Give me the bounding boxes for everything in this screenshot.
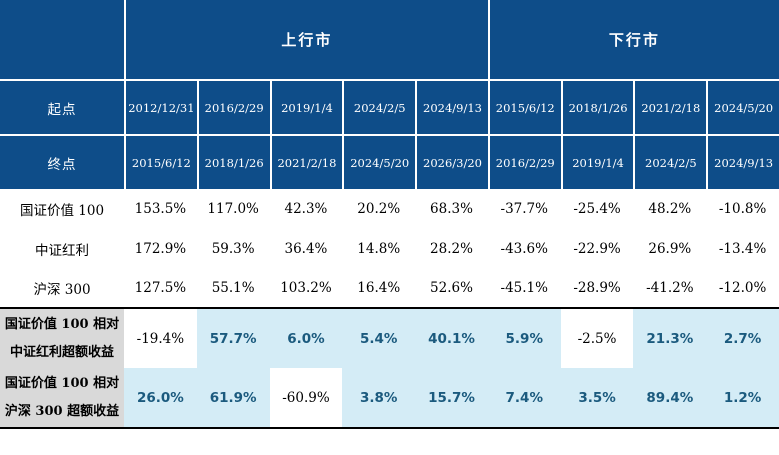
section-divider-bottom bbox=[0, 427, 779, 429]
excess-label-line1: 国证价值 100 相对 bbox=[4, 376, 120, 392]
index-value-cell: 153.5% bbox=[134, 201, 187, 217]
start-row-label: 起点 bbox=[0, 81, 124, 134]
index-value-cell: 28.2% bbox=[430, 241, 473, 257]
end-row-label: 终点 bbox=[0, 136, 124, 189]
index-value-cell: -10.8% bbox=[718, 201, 767, 217]
excess-value-cell: 2.7% bbox=[706, 309, 779, 368]
excess-label-line1: 国证价值 100 相对 bbox=[4, 317, 120, 333]
index-value-cell: -41.2% bbox=[646, 280, 694, 296]
excess-label-line2: 沪深 300 超额收益 bbox=[4, 403, 120, 419]
index-value-cell: 127.5% bbox=[134, 280, 187, 296]
index-value-cell: 52.6% bbox=[430, 280, 473, 296]
end-date-cell: 2021/2/18 bbox=[271, 136, 343, 189]
end-date-cell: 2026/3/20 bbox=[417, 136, 488, 189]
index-value-cell: 172.9% bbox=[134, 241, 187, 257]
start-date-cell: 2021/2/18 bbox=[635, 81, 707, 134]
index-value-cell: 55.1% bbox=[211, 280, 255, 296]
excess-value-cell: -60.9% bbox=[269, 368, 343, 427]
index-value-cell: 48.2% bbox=[648, 201, 692, 217]
excess-value-cell: 7.4% bbox=[487, 368, 561, 427]
index-label-cell: 中证红利 bbox=[35, 243, 89, 259]
excess-value-cell: 26.0% bbox=[124, 368, 197, 427]
index-value-cell: 14.8% bbox=[357, 241, 401, 257]
end-date-cell: 2024/5/20 bbox=[344, 136, 416, 189]
excess-value-cell: -2.5% bbox=[560, 309, 634, 368]
index-value-cell: 103.2% bbox=[280, 280, 332, 296]
index-label-cell: 沪深 300 bbox=[33, 282, 91, 298]
index-returns-section: 国证价值 100 153.5% 117.0% 42.3% 20.2% 68.3%… bbox=[0, 189, 779, 307]
excess-label-cell: 国证价值 100 相对 沪深 300 超额收益 bbox=[0, 368, 124, 427]
table-header-section: 上行市 下行市 起点 2012/12/31 2016/2/29 2019/1/4… bbox=[0, 0, 779, 189]
index-value-cell: 36.4% bbox=[284, 241, 328, 257]
index-value-cell: 117.0% bbox=[207, 201, 259, 217]
excess-value-cell: 3.8% bbox=[342, 368, 416, 427]
excess-label-cell: 国证价值 100 相对 中证红利超额收益 bbox=[0, 309, 124, 368]
excess-value-cell: 3.5% bbox=[560, 368, 634, 427]
index-value-cell: -37.7% bbox=[500, 201, 548, 217]
index-value-cell: -43.6% bbox=[500, 241, 548, 257]
index-value-cell: -45.1% bbox=[500, 280, 548, 296]
index-value-cell: -12.0% bbox=[718, 280, 767, 296]
excess-value-cell: 40.1% bbox=[415, 309, 488, 368]
excess-value-cell: 5.4% bbox=[342, 309, 416, 368]
index-value-cell: -28.9% bbox=[573, 280, 621, 296]
excess-value-cell: 57.7% bbox=[196, 309, 270, 368]
bottom-whitespace bbox=[0, 429, 779, 453]
excess-returns-section: 国证价值 100 相对 中证红利超额收益 -19.4% 57.7% 6.0% 5… bbox=[0, 309, 779, 427]
start-date-cell: 2024/9/13 bbox=[417, 81, 488, 134]
down-market-group-header: 下行市 bbox=[489, 0, 779, 79]
index-value-cell: 16.4% bbox=[357, 280, 401, 296]
end-date-cell: 2024/9/13 bbox=[708, 136, 779, 189]
index-value-cell: -25.4% bbox=[573, 201, 621, 217]
start-date-cell: 2024/5/20 bbox=[708, 81, 779, 134]
start-date-cell: 2019/1/4 bbox=[271, 81, 343, 134]
excess-value-cell: 1.2% bbox=[706, 368, 779, 427]
index-label-cell: 国证价值 100 bbox=[19, 203, 105, 219]
excess-value-cell: 61.9% bbox=[196, 368, 270, 427]
section-divider-top bbox=[0, 307, 779, 309]
excess-value-cell: 5.9% bbox=[487, 309, 561, 368]
excess-value-cell: 21.3% bbox=[633, 309, 707, 368]
excess-value-cell: 6.0% bbox=[269, 309, 343, 368]
index-value-cell: -22.9% bbox=[573, 241, 621, 257]
up-market-group-header: 上行市 bbox=[126, 0, 488, 79]
start-date-cell: 2018/1/26 bbox=[562, 81, 634, 134]
index-value-cell: 42.3% bbox=[284, 201, 328, 217]
end-date-cell: 2018/1/26 bbox=[198, 136, 270, 189]
corner-cell bbox=[0, 0, 124, 79]
start-date-cell: 2016/2/29 bbox=[198, 81, 270, 134]
index-value-cell: 26.9% bbox=[648, 241, 692, 257]
excess-label-line2: 中证红利超额收益 bbox=[9, 344, 114, 360]
end-date-cell: 2019/1/4 bbox=[562, 136, 634, 189]
index-value-cell: -13.4% bbox=[718, 241, 767, 257]
end-date-cell: 2024/2/5 bbox=[635, 136, 707, 189]
start-date-cell: 2015/6/12 bbox=[489, 81, 561, 134]
end-date-cell: 2016/2/29 bbox=[489, 136, 561, 189]
excess-value-cell: 89.4% bbox=[633, 368, 707, 427]
index-value-cell: 20.2% bbox=[357, 201, 401, 217]
excess-value-cell: -19.4% bbox=[124, 309, 197, 368]
index-value-cell: 59.3% bbox=[211, 241, 255, 257]
excess-value-cell: 15.7% bbox=[415, 368, 488, 427]
end-date-cell: 2015/6/12 bbox=[126, 136, 197, 189]
index-value-cell: 68.3% bbox=[430, 201, 473, 217]
start-date-cell: 2024/2/5 bbox=[344, 81, 416, 134]
start-date-cell: 2012/12/31 bbox=[126, 81, 197, 134]
